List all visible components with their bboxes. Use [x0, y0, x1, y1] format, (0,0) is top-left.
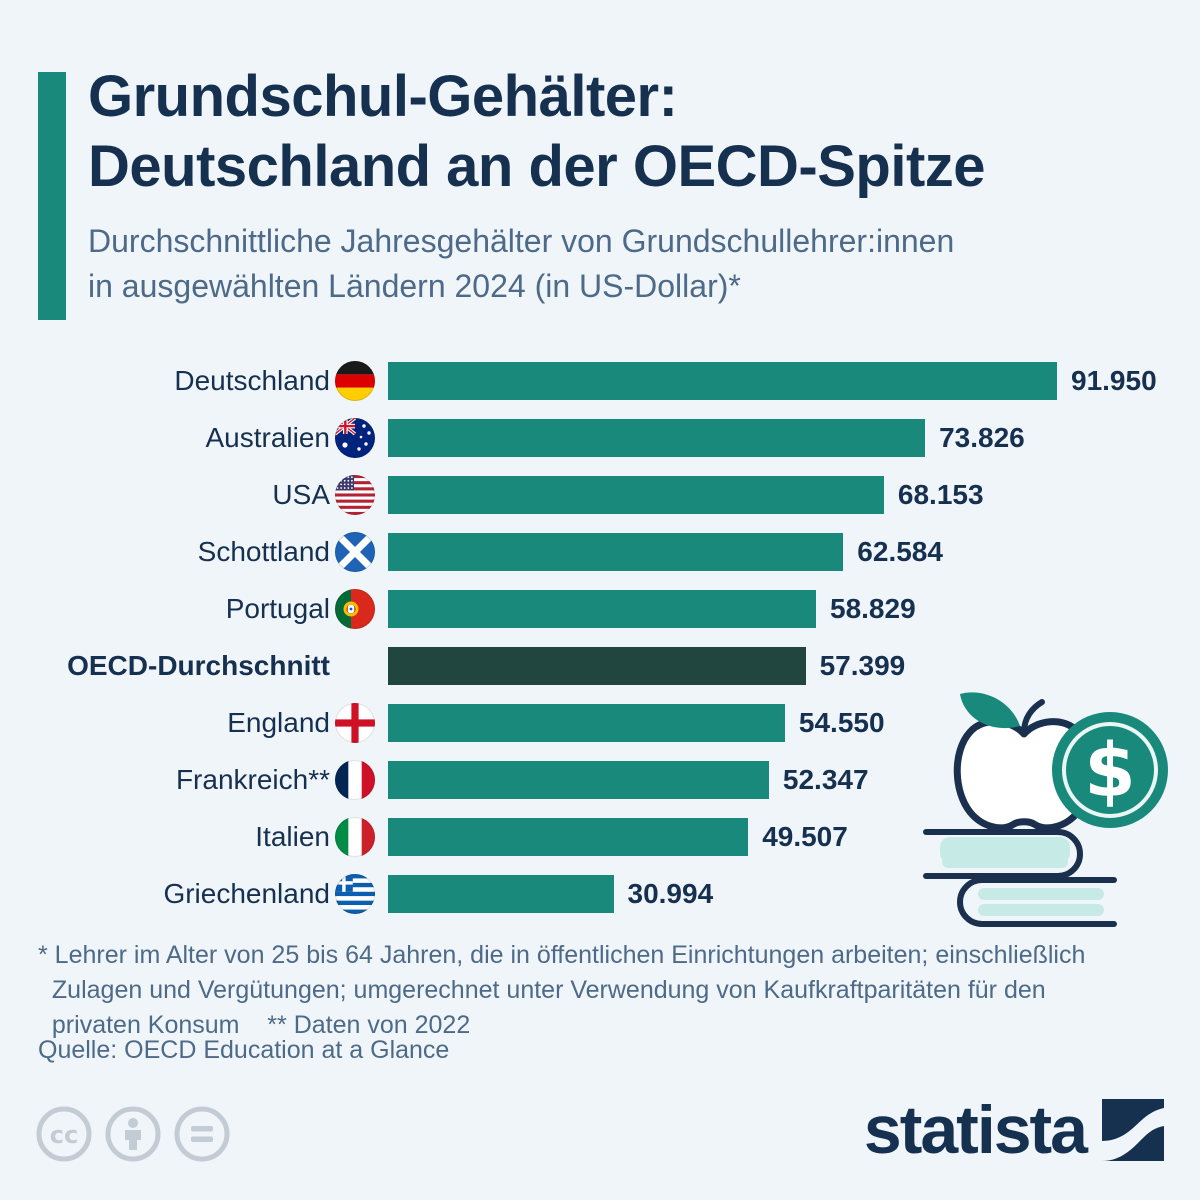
- flag-australia-icon: [335, 417, 375, 458]
- value-label: 68.153: [897, 478, 984, 510]
- flag-germany-icon: [335, 360, 375, 401]
- bar-row: Schottland 62.584: [38, 523, 1162, 580]
- bar-row: Griechenland 30.994: [38, 865, 1162, 922]
- flag-portugal-icon: [335, 588, 375, 629]
- country-label: Portugal: [225, 592, 330, 624]
- bar: [388, 475, 884, 514]
- bar-track: 68.153: [388, 475, 1162, 514]
- bar-row: Australien 73.826: [38, 409, 1162, 466]
- bar-row: OECD-Durchschnitt 57.399: [38, 637, 1162, 694]
- title-line-2: Deutschland an der OECD-Spitze: [88, 133, 986, 199]
- bar-track: 54.550: [388, 703, 1162, 742]
- flag-usa-icon: [335, 474, 375, 515]
- page-subtitle: Durchschnittliche Jahresgehälter von Gru…: [88, 219, 985, 309]
- flag-greece-icon: [335, 873, 375, 914]
- book-bottom: [957, 877, 1117, 927]
- value-label: 58.829: [830, 592, 916, 624]
- country-label: Schottland: [197, 535, 330, 567]
- country-label: Italien: [255, 820, 330, 852]
- flag-france-icon: [335, 759, 375, 800]
- dollar-coin: $: [1052, 712, 1168, 828]
- apple-dollar-coin-books-illustration: $: [912, 682, 1180, 934]
- country-label: Australien: [205, 421, 330, 453]
- title-line-1: Grundschul-Gehälter:: [88, 64, 678, 129]
- source: Quelle: OECD Education at a Glance: [38, 1036, 450, 1064]
- bar-track: 30.994: [388, 874, 1162, 913]
- attribution-icon: [105, 1106, 161, 1162]
- bar: [388, 760, 769, 799]
- statista-logo: statista: [864, 1096, 1164, 1164]
- country-label: OECD-Durchschnitt: [67, 649, 330, 681]
- bar-track: 62.584: [388, 532, 1162, 571]
- header: Grundschul-Gehälter: Deutschland an der …: [88, 62, 986, 309]
- bar-row: Deutschland 91.950: [38, 352, 1162, 409]
- value-label: 62.584: [857, 535, 943, 567]
- bar-row: Italien 49.507: [38, 808, 1162, 865]
- bar-track: 73.826: [388, 418, 1162, 457]
- svg-text:cc: cc: [50, 1121, 78, 1149]
- bar: [388, 532, 844, 571]
- country-label: England: [227, 706, 330, 738]
- value-label: 73.826: [939, 421, 1025, 453]
- value-label: 52.347: [782, 763, 869, 795]
- statista-logo-mark: [1102, 1099, 1164, 1161]
- value-label: 30.994: [627, 877, 714, 909]
- bar: [388, 418, 926, 457]
- equal-icon: [174, 1106, 230, 1162]
- bar: [388, 361, 1057, 400]
- bar-row: England 54.550: [38, 694, 1162, 751]
- bar-track: 57.399: [388, 646, 1162, 685]
- country-label: Frankreich**: [175, 763, 330, 795]
- book-top: [923, 829, 1083, 879]
- value-label: 49.507: [762, 820, 848, 852]
- subtitle-line-2: in ausgewählten Ländern 2024 (in US-Doll…: [88, 267, 741, 304]
- bar-track: 49.507: [388, 817, 1162, 856]
- value-label: 91.950: [1071, 364, 1157, 396]
- statista-logo-text: statista: [863, 1092, 1088, 1168]
- bar-row: USA 68.153: [38, 466, 1162, 523]
- flag-italy-icon: [335, 816, 375, 857]
- country-label: USA: [272, 478, 330, 510]
- bar-track: 58.829: [388, 589, 1162, 628]
- bar: [388, 703, 785, 742]
- bar: [388, 817, 749, 856]
- bar-row: Frankreich** 52.347: [38, 751, 1162, 808]
- flag-scotland-icon: [335, 531, 375, 572]
- value-label: 54.550: [798, 706, 885, 738]
- flag-england-icon: [335, 702, 375, 743]
- license-icons: cc: [36, 1106, 230, 1162]
- svg-text:$: $: [1084, 728, 1136, 814]
- title-accent-bar: [38, 72, 66, 320]
- bar: [388, 874, 614, 913]
- bar: [388, 646, 806, 685]
- country-label: Deutschland: [174, 364, 330, 396]
- bar: [388, 589, 816, 628]
- subtitle-line-1: Durchschnittliche Jahresgehälter von Gru…: [88, 223, 955, 260]
- bar-track: 52.347: [388, 760, 1162, 799]
- bar-row: Portugal 58.829: [38, 580, 1162, 637]
- bar-chart: Deutschland 91.950 Australien 73.826 USA: [38, 352, 1162, 922]
- footnote: * Lehrer im Alter von 25 bis 64 Jahren, …: [38, 941, 1086, 1039]
- country-label: Griechenland: [163, 877, 330, 909]
- cc-icon: cc: [36, 1106, 92, 1162]
- page-title: Grundschul-Gehälter: Deutschland an der …: [88, 62, 986, 201]
- value-label: 57.399: [819, 649, 906, 681]
- bar-track: 91.950: [388, 361, 1162, 400]
